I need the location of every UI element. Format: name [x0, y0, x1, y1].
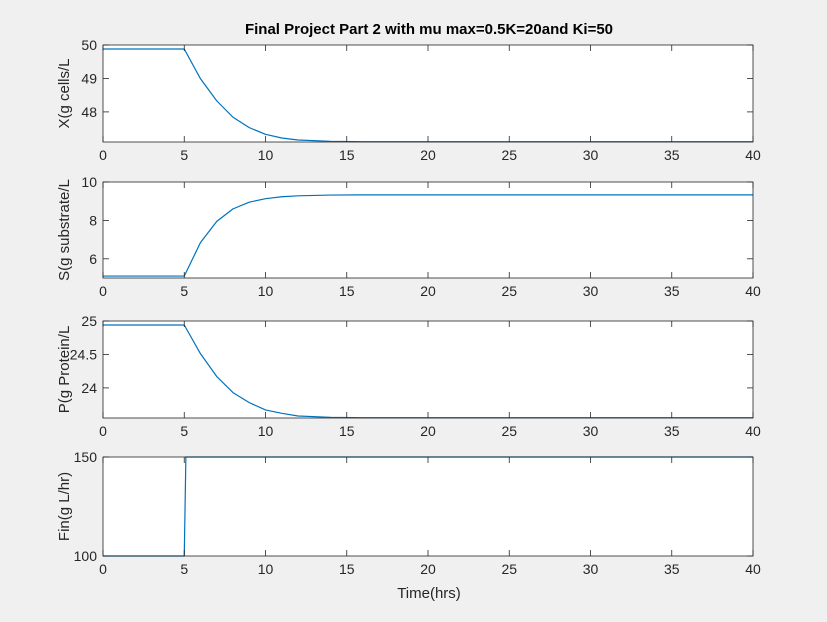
x-tick-label: 30 — [583, 423, 599, 439]
x-tick-label: 5 — [180, 283, 188, 299]
x-tick-label: 5 — [180, 147, 188, 163]
x-tick-label: 40 — [745, 283, 761, 299]
x-tick-label: 35 — [664, 147, 680, 163]
x-tick-label: 15 — [339, 283, 355, 299]
x-tick-label: 15 — [339, 147, 355, 163]
y-tick-label: 50 — [81, 37, 97, 53]
x-tick-label: 25 — [501, 147, 517, 163]
x-tick-label: 25 — [501, 561, 517, 577]
x-tick-label: 10 — [258, 423, 274, 439]
y-axis-label: P(g Protein/L — [56, 326, 73, 414]
figure-title: Final Project Part 2 with mu max=0.5K=20… — [245, 21, 613, 38]
y-tick-label: 100 — [74, 548, 98, 564]
y-tick-label: 25 — [81, 313, 97, 329]
x-tick-label: 10 — [258, 561, 274, 577]
x-tick-label: 35 — [664, 423, 680, 439]
x-tick-label: 10 — [258, 283, 274, 299]
y-tick-label: 8 — [89, 212, 97, 228]
x-tick-label: 40 — [745, 561, 761, 577]
x-tick-label: 10 — [258, 147, 274, 163]
x-tick-label: 30 — [583, 283, 599, 299]
y-axis-label: X(g cells/L — [56, 58, 73, 128]
x-tick-label: 30 — [583, 147, 599, 163]
x-tick-label: 35 — [664, 561, 680, 577]
subplot-1: 0 5 10 15 20 25 30 35 40 48 49 50 X(g cells/L — [56, 37, 761, 163]
y-tick-label: 48 — [81, 104, 97, 120]
x-tick-label: 25 — [501, 283, 517, 299]
x-tick-label: 15 — [339, 561, 355, 577]
x-tick-label: 35 — [664, 283, 680, 299]
y-tick-label: 49 — [81, 70, 97, 86]
x-tick-label: 40 — [745, 423, 761, 439]
plot-area — [103, 182, 753, 278]
series-line — [103, 194, 753, 277]
x-tick-label: 0 — [99, 423, 107, 439]
x-tick-label: 0 — [99, 561, 107, 577]
plot-area — [103, 45, 753, 142]
x-tick-label: 20 — [420, 423, 436, 439]
y-axis-label: S(g substrate/L — [56, 179, 73, 281]
x-tick-label: 20 — [420, 561, 436, 577]
x-tick-label: 20 — [420, 147, 436, 163]
x-tick-label: 20 — [420, 283, 436, 299]
x-tick-label: 5 — [180, 561, 188, 577]
plot-area — [103, 457, 753, 556]
x-tick-label: 0 — [99, 147, 107, 163]
x-tick-label: 30 — [583, 561, 599, 577]
subplot-2: 0 5 10 15 20 25 30 35 40 6 8 10 S(g substrate/L — [56, 174, 761, 299]
y-tick-label: 6 — [89, 251, 97, 267]
y-tick-label: 10 — [81, 174, 97, 190]
x-tick-label: 25 — [501, 423, 517, 439]
x-tick-label: 40 — [745, 147, 761, 163]
x-tick-label: 5 — [180, 423, 188, 439]
y-axis-label: Fin(g L/hr) — [56, 472, 73, 541]
y-tick-label: 150 — [74, 449, 98, 465]
plot-area — [103, 321, 753, 418]
subplot-3: 0 5 10 15 20 25 30 35 40 24 24.5 25 P(g Protein/L — [56, 313, 761, 439]
y-tick-label: 24 — [81, 380, 97, 396]
x-tick-label: 15 — [339, 423, 355, 439]
x-tick-label: 0 — [99, 283, 107, 299]
x-axis-label: Time(hrs) — [397, 585, 461, 602]
y-tick-label: 24.5 — [70, 346, 97, 362]
